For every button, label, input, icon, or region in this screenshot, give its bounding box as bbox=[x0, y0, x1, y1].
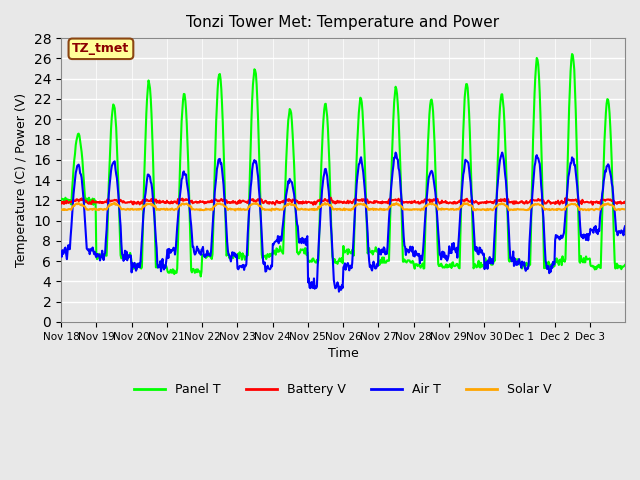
Legend: Panel T, Battery V, Air T, Solar V: Panel T, Battery V, Air T, Solar V bbox=[129, 378, 557, 401]
Line: Solar V: Solar V bbox=[61, 203, 625, 211]
Air T bbox=[124, 257, 131, 263]
Panel T bbox=[256, 166, 264, 172]
Panel T bbox=[402, 259, 410, 265]
Solar V bbox=[278, 207, 285, 213]
Text: TZ_tmet: TZ_tmet bbox=[72, 42, 129, 55]
Battery V bbox=[402, 199, 410, 205]
Line: Panel T: Panel T bbox=[61, 54, 625, 276]
Y-axis label: Temperature (C) / Power (V): Temperature (C) / Power (V) bbox=[15, 93, 28, 267]
Battery V bbox=[57, 199, 65, 205]
Battery V bbox=[434, 196, 442, 202]
Air T bbox=[57, 250, 65, 256]
Solar V bbox=[435, 207, 442, 213]
Air T bbox=[335, 289, 343, 295]
Panel T bbox=[197, 274, 205, 279]
Air T bbox=[402, 252, 410, 258]
Solar V bbox=[621, 206, 629, 212]
Panel T bbox=[621, 262, 629, 268]
Solar V bbox=[111, 200, 118, 205]
Panel T bbox=[277, 247, 285, 253]
Battery V bbox=[327, 195, 335, 201]
Solar V bbox=[256, 203, 264, 209]
Line: Battery V: Battery V bbox=[61, 198, 625, 205]
Battery V bbox=[227, 200, 235, 205]
Battery V bbox=[589, 202, 596, 208]
Battery V bbox=[621, 200, 629, 205]
Solar V bbox=[124, 206, 132, 212]
Air T bbox=[499, 150, 506, 156]
Panel T bbox=[124, 253, 131, 259]
Air T bbox=[227, 259, 235, 264]
Panel T bbox=[228, 254, 236, 260]
Panel T bbox=[434, 240, 442, 245]
Battery V bbox=[276, 200, 284, 206]
Air T bbox=[276, 234, 284, 240]
Panel T bbox=[57, 197, 65, 203]
Solar V bbox=[268, 208, 275, 214]
Air T bbox=[621, 223, 629, 229]
Title: Tonzi Tower Met: Temperature and Power: Tonzi Tower Met: Temperature and Power bbox=[186, 15, 500, 30]
Line: Air T: Air T bbox=[61, 153, 625, 292]
Air T bbox=[434, 217, 442, 223]
Solar V bbox=[403, 206, 410, 212]
Air T bbox=[255, 185, 262, 191]
Solar V bbox=[57, 206, 65, 212]
Solar V bbox=[228, 206, 236, 212]
Battery V bbox=[124, 200, 131, 205]
X-axis label: Time: Time bbox=[328, 347, 358, 360]
Battery V bbox=[255, 197, 262, 203]
Panel T bbox=[568, 51, 576, 57]
